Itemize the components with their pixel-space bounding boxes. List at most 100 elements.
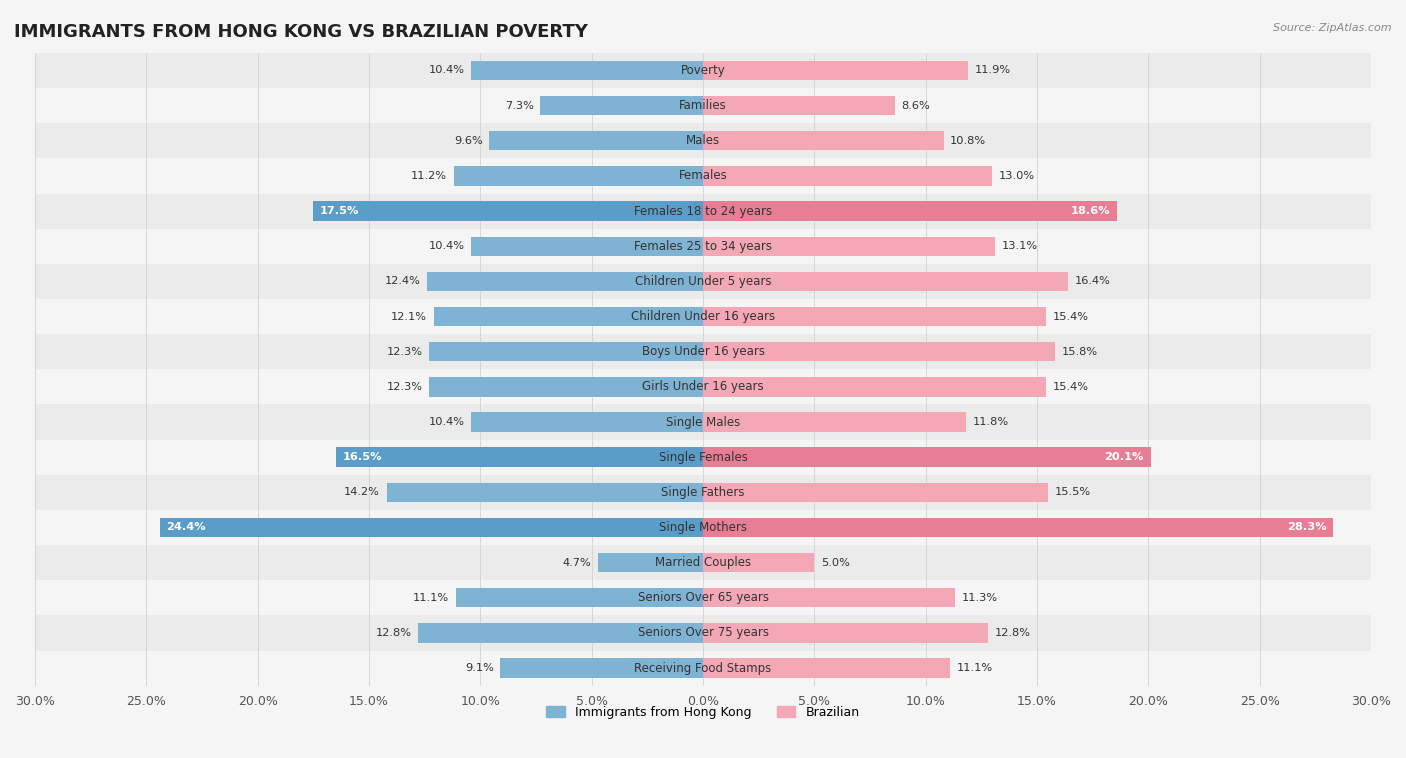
Text: 10.4%: 10.4% <box>429 417 465 427</box>
Text: Poverty: Poverty <box>681 64 725 77</box>
Bar <box>540 96 703 115</box>
Text: Seniors Over 75 years: Seniors Over 75 years <box>637 626 769 640</box>
Text: 15.5%: 15.5% <box>1054 487 1091 497</box>
Bar <box>703 96 894 115</box>
Bar <box>160 518 703 537</box>
Text: Females 18 to 24 years: Females 18 to 24 years <box>634 205 772 218</box>
Text: 4.7%: 4.7% <box>562 558 592 568</box>
Bar <box>489 131 703 150</box>
Bar <box>703 447 1150 467</box>
Text: 24.4%: 24.4% <box>166 522 205 532</box>
Text: Single Females: Single Females <box>658 451 748 464</box>
Text: Single Males: Single Males <box>666 415 740 428</box>
Bar <box>35 615 1371 650</box>
Text: 9.6%: 9.6% <box>454 136 482 146</box>
Text: Single Mothers: Single Mothers <box>659 521 747 534</box>
Bar <box>418 623 703 643</box>
Text: 18.6%: 18.6% <box>1071 206 1111 216</box>
Text: 17.5%: 17.5% <box>321 206 360 216</box>
Bar <box>454 166 703 186</box>
Bar <box>456 588 703 607</box>
Text: 11.2%: 11.2% <box>411 171 447 181</box>
Text: 11.1%: 11.1% <box>413 593 449 603</box>
Text: 11.3%: 11.3% <box>962 593 997 603</box>
Text: Children Under 5 years: Children Under 5 years <box>634 275 772 288</box>
Text: 12.1%: 12.1% <box>391 312 427 321</box>
Bar <box>703 307 1046 326</box>
Text: Girls Under 16 years: Girls Under 16 years <box>643 381 763 393</box>
Bar <box>35 545 1371 580</box>
Bar <box>703 659 950 678</box>
Bar <box>429 377 703 396</box>
Bar <box>703 342 1054 362</box>
Text: Single Fathers: Single Fathers <box>661 486 745 499</box>
Bar <box>703 518 1333 537</box>
Bar <box>703 588 955 607</box>
Text: 12.3%: 12.3% <box>387 382 422 392</box>
Text: 12.8%: 12.8% <box>994 628 1031 638</box>
Text: Males: Males <box>686 134 720 147</box>
Text: 10.4%: 10.4% <box>429 241 465 251</box>
Bar <box>427 271 703 291</box>
Bar <box>703 553 814 572</box>
Text: 13.0%: 13.0% <box>1000 171 1035 181</box>
Text: Children Under 16 years: Children Under 16 years <box>631 310 775 323</box>
Text: 15.4%: 15.4% <box>1053 382 1088 392</box>
Text: Boys Under 16 years: Boys Under 16 years <box>641 345 765 359</box>
Bar <box>35 369 1371 405</box>
Text: 11.8%: 11.8% <box>973 417 1008 427</box>
Text: 11.1%: 11.1% <box>957 663 993 673</box>
Bar <box>35 299 1371 334</box>
Text: 15.8%: 15.8% <box>1062 346 1098 357</box>
Text: 20.1%: 20.1% <box>1105 453 1144 462</box>
Bar <box>703 202 1118 221</box>
Text: 14.2%: 14.2% <box>344 487 380 497</box>
Text: Receiving Food Stamps: Receiving Food Stamps <box>634 662 772 675</box>
Bar <box>336 447 703 467</box>
Bar <box>703 483 1047 502</box>
Bar <box>35 650 1371 686</box>
Bar <box>703 271 1069 291</box>
Legend: Immigrants from Hong Kong, Brazilian: Immigrants from Hong Kong, Brazilian <box>541 700 865 724</box>
Text: 28.3%: 28.3% <box>1286 522 1326 532</box>
Text: Families: Families <box>679 99 727 112</box>
Bar <box>35 88 1371 124</box>
Text: 12.4%: 12.4% <box>384 277 420 287</box>
Bar <box>599 553 703 572</box>
Bar <box>387 483 703 502</box>
Text: 7.3%: 7.3% <box>505 101 534 111</box>
Text: 9.1%: 9.1% <box>465 663 494 673</box>
Text: 12.3%: 12.3% <box>387 346 422 357</box>
Text: 10.8%: 10.8% <box>950 136 986 146</box>
Bar <box>703 412 966 431</box>
Bar <box>471 412 703 431</box>
Bar <box>35 440 1371 475</box>
Bar <box>703 61 967 80</box>
Bar <box>35 510 1371 545</box>
Bar <box>35 405 1371 440</box>
Text: Source: ZipAtlas.com: Source: ZipAtlas.com <box>1274 23 1392 33</box>
Text: IMMIGRANTS FROM HONG KONG VS BRAZILIAN POVERTY: IMMIGRANTS FROM HONG KONG VS BRAZILIAN P… <box>14 23 588 41</box>
Bar <box>314 202 703 221</box>
Bar <box>703 131 943 150</box>
Text: Married Couples: Married Couples <box>655 556 751 569</box>
Bar <box>703 236 994 256</box>
Bar <box>35 580 1371 615</box>
Bar <box>703 623 988 643</box>
Bar <box>703 166 993 186</box>
Bar <box>35 475 1371 510</box>
Text: 10.4%: 10.4% <box>429 65 465 76</box>
Bar <box>35 193 1371 229</box>
Text: 8.6%: 8.6% <box>901 101 929 111</box>
Bar <box>35 264 1371 299</box>
Text: 5.0%: 5.0% <box>821 558 849 568</box>
Bar <box>35 53 1371 88</box>
Bar <box>471 236 703 256</box>
Bar <box>501 659 703 678</box>
Text: 15.4%: 15.4% <box>1053 312 1088 321</box>
Bar <box>35 334 1371 369</box>
Text: 11.9%: 11.9% <box>974 65 1011 76</box>
Text: 16.5%: 16.5% <box>342 453 382 462</box>
Text: 12.8%: 12.8% <box>375 628 412 638</box>
Bar <box>35 229 1371 264</box>
